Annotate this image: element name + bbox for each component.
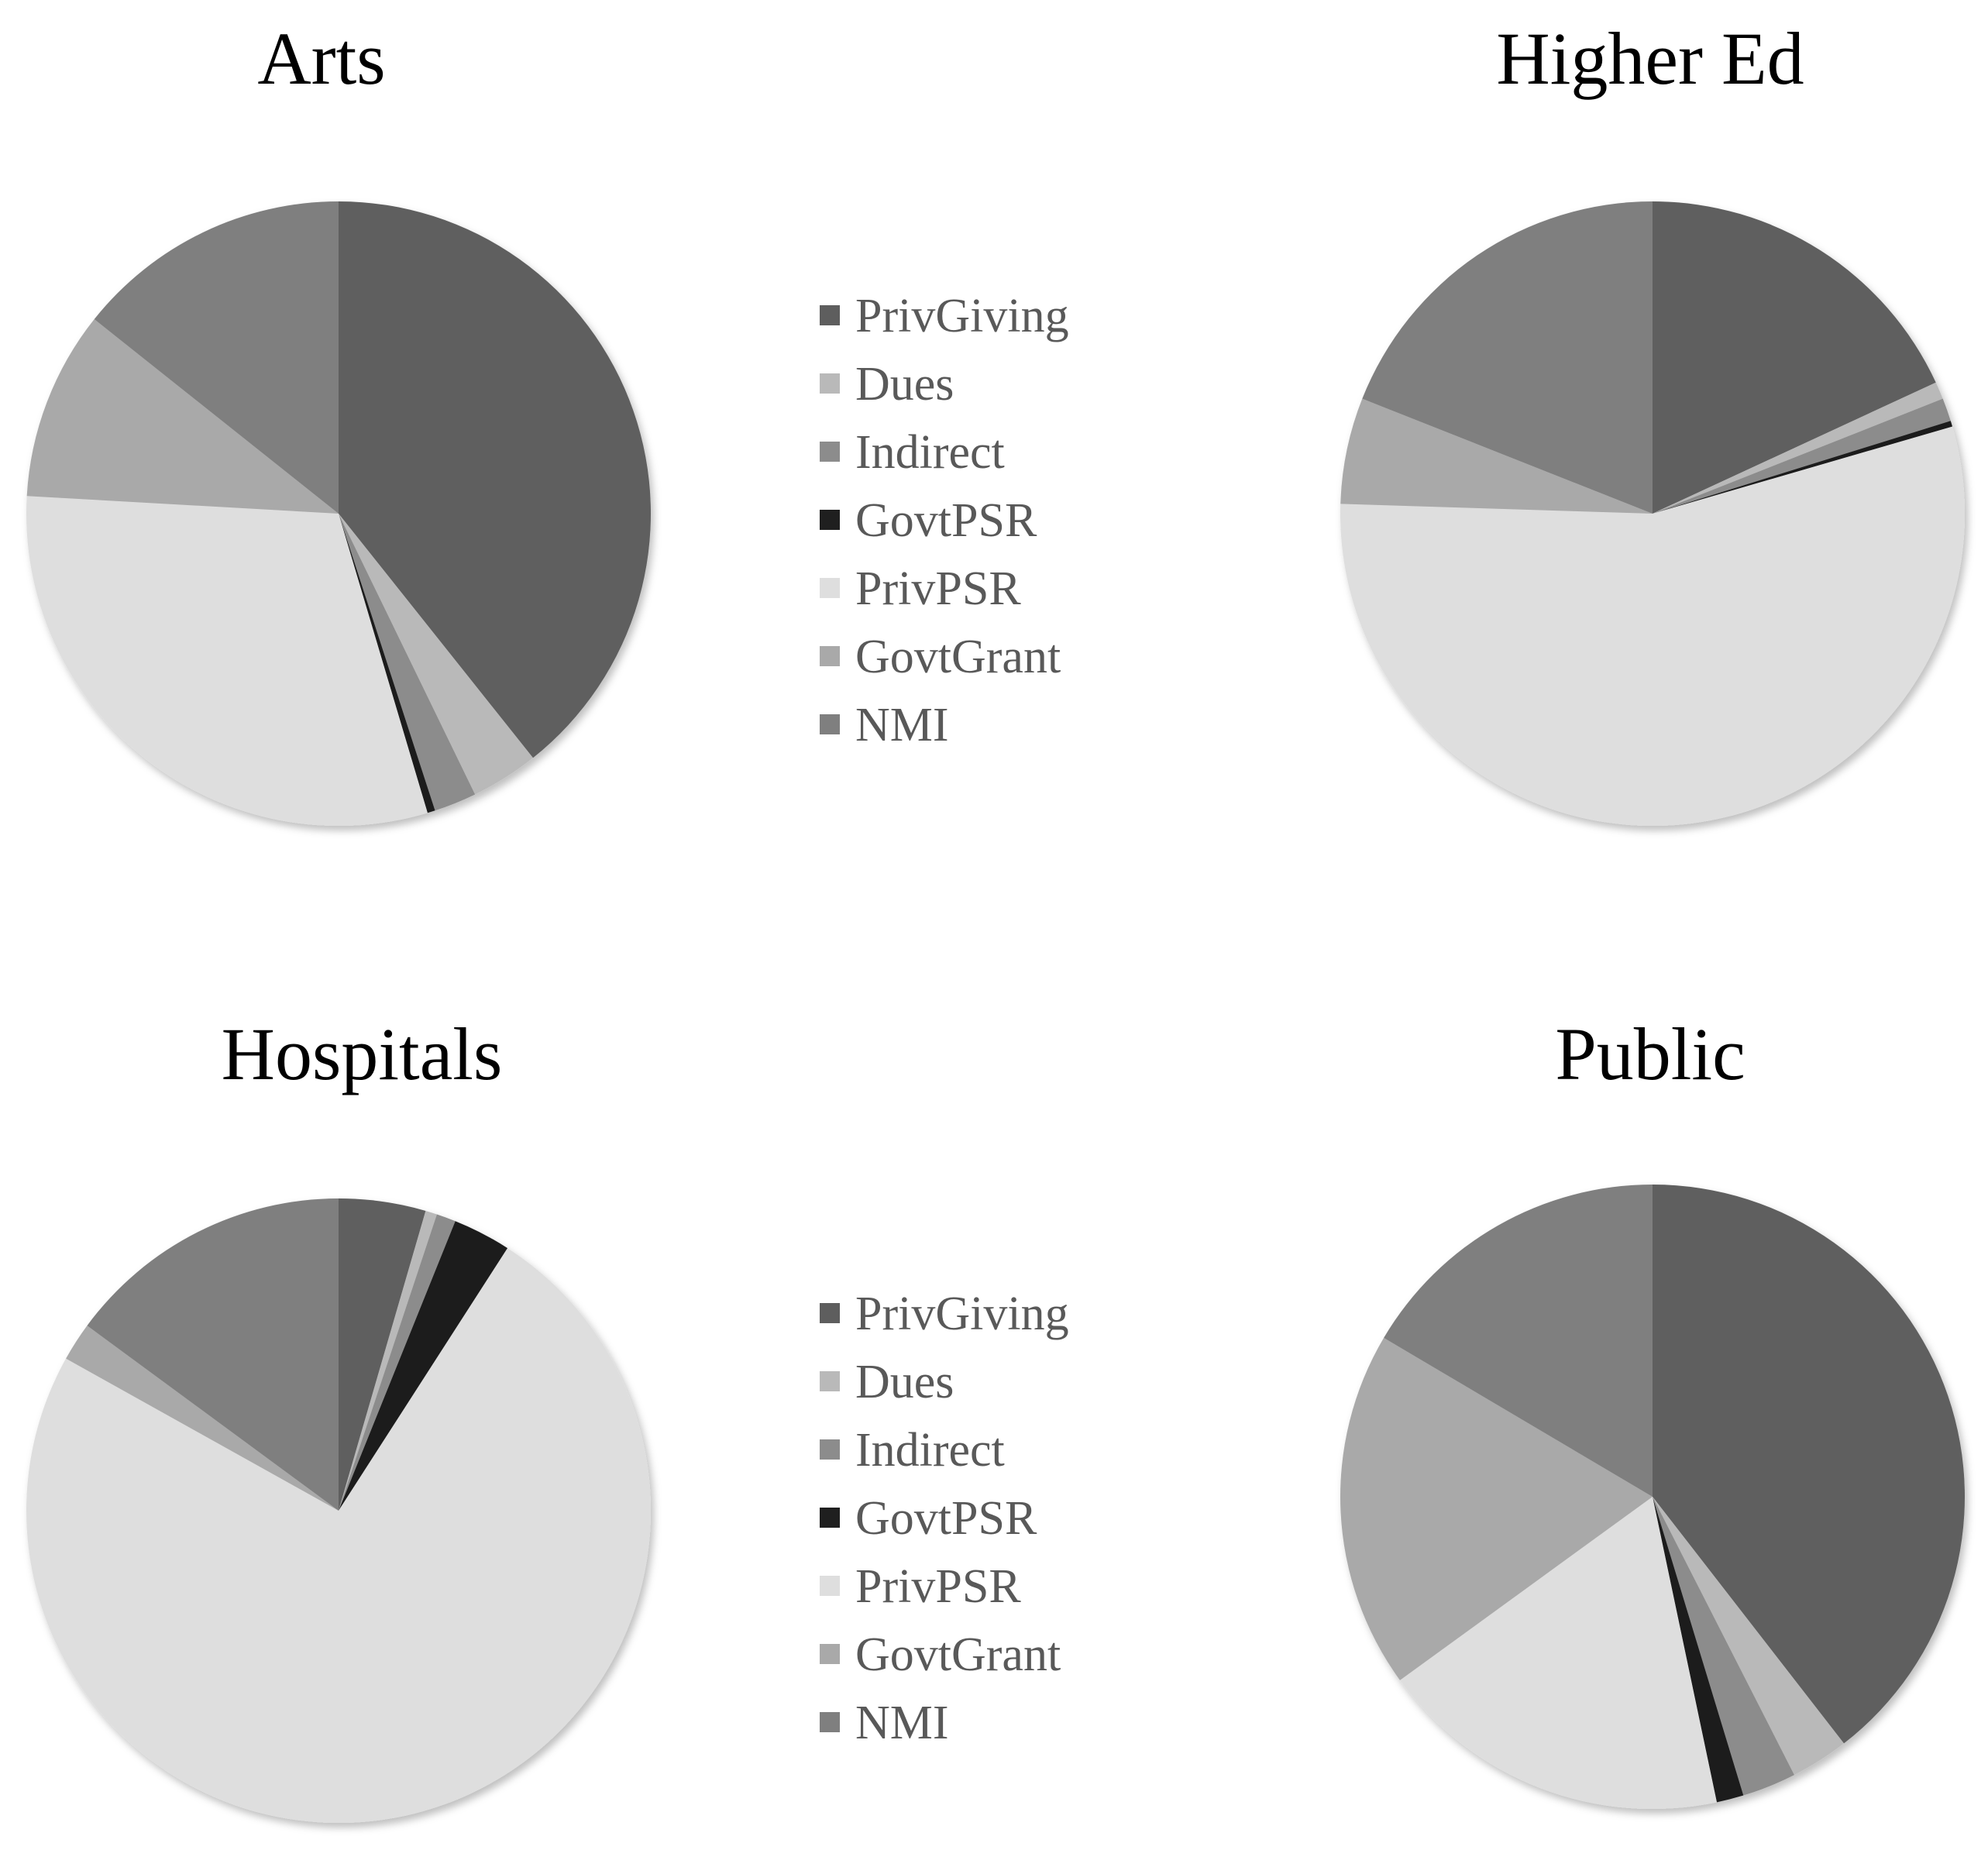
- pie-slice-public-nmi: [1384, 1185, 1653, 1497]
- legend-label-nmi: NMI: [855, 699, 949, 751]
- legend-swatch-privpsr: [820, 578, 840, 598]
- pie-slice-arts-privpsr: [26, 496, 428, 826]
- pie-slice-arts-govtgrant: [26, 319, 339, 514]
- chart-title-hospitals: Hospitals: [222, 1013, 503, 1095]
- legend-label-govtpsr: GovtPSR: [855, 1492, 1037, 1545]
- pie-slice-hospitals-govtgrant: [66, 1326, 339, 1511]
- pie-slice-higher-ed-privgiving: [1653, 201, 1936, 514]
- legend-swatch-dues: [820, 1371, 840, 1391]
- legend-label-privpsr: PrivPSR: [855, 1560, 1021, 1613]
- pie-slice-higher-ed-govtgrant: [1340, 398, 1653, 514]
- legend-label-indirect: Indirect: [855, 1424, 1005, 1477]
- pie-public: [1340, 1185, 1965, 1809]
- pie-hospitals: [26, 1198, 651, 1823]
- legend-swatch-privpsr: [820, 1576, 840, 1596]
- legend-label-privpsr: PrivPSR: [855, 562, 1021, 615]
- pie-slice-higher-ed-nmi: [1362, 201, 1653, 514]
- pie-slice-hospitals-indirect: [339, 1214, 456, 1511]
- chart-title-arts: Arts: [257, 17, 385, 100]
- pie-slice-arts-privgiving: [339, 201, 651, 758]
- legend-swatch-indirect: [820, 442, 840, 462]
- pie-slice-public-privgiving: [1653, 1185, 1965, 1744]
- pie-higher-ed: [1340, 201, 1965, 826]
- pie-slice-arts-nmi: [94, 201, 339, 514]
- pie-slice-hospitals-dues: [339, 1211, 437, 1511]
- legend-label-indirect: Indirect: [855, 426, 1005, 479]
- pie-slice-hospitals-nmi: [87, 1198, 339, 1511]
- legend-swatch-govtgrant: [820, 1644, 840, 1664]
- pie-slice-higher-ed-dues: [1653, 382, 1943, 514]
- legend-label-govtgrant: GovtGrant: [855, 1628, 1061, 1681]
- legend-swatch-govtgrant: [820, 646, 840, 666]
- legend-swatch-privgiving: [820, 305, 840, 325]
- pie-slice-higher-ed-privpsr: [1340, 426, 1965, 826]
- legend-label-govtpsr: GovtPSR: [855, 494, 1037, 547]
- pie-slice-hospitals-govtpsr: [339, 1221, 508, 1511]
- legend-label-dues: Dues: [855, 1356, 954, 1408]
- legend-swatch-privgiving: [820, 1303, 840, 1323]
- pie-slice-arts-dues: [339, 514, 533, 795]
- pie-slice-public-govtgrant: [1340, 1337, 1653, 1680]
- pie-slice-arts-govtpsr: [339, 514, 435, 813]
- chart-title-higher-ed: Higher Ed: [1496, 17, 1804, 100]
- legend-top: PrivGiving Dues Indirect GovtPSR PrivPSR Govt…: [820, 290, 1069, 751]
- legend-swatch-dues: [820, 373, 840, 394]
- pie-slice-hospitals-privgiving: [339, 1198, 426, 1511]
- legend-swatch-indirect: [820, 1439, 840, 1460]
- pie-slice-higher-ed-indirect: [1653, 398, 1951, 514]
- pie-slice-public-privpsr: [1399, 1497, 1717, 1809]
- legend-swatch-govtpsr: [820, 1508, 840, 1528]
- legend-swatch-nmi: [820, 1712, 840, 1732]
- legend-swatch-nmi: [820, 714, 840, 734]
- chart-title-public: Public: [1555, 1013, 1745, 1095]
- pie-slice-higher-ed-govtpsr: [1653, 421, 1952, 514]
- legend-label-nmi: NMI: [855, 1697, 949, 1749]
- legend-label-privgiving: PrivGiving: [855, 290, 1069, 342]
- pie-slice-hospitals-privpsr: [26, 1248, 651, 1823]
- pie-slice-public-dues: [1653, 1497, 1845, 1776]
- legend-swatch-govtpsr: [820, 510, 840, 530]
- pie-slice-public-govtpsr: [1653, 1497, 1744, 1803]
- legend-label-govtgrant: GovtGrant: [855, 631, 1061, 683]
- legend-label-privgiving: PrivGiving: [855, 1288, 1069, 1340]
- pie-arts: [26, 201, 651, 826]
- legend-bottom: PrivGiving Dues Indirect GovtPSR PrivPSR Govt…: [820, 1288, 1069, 1749]
- pie-slice-arts-indirect: [339, 514, 476, 811]
- legend-label-dues: Dues: [855, 358, 954, 411]
- pie-slice-public-indirect: [1653, 1497, 1794, 1796]
